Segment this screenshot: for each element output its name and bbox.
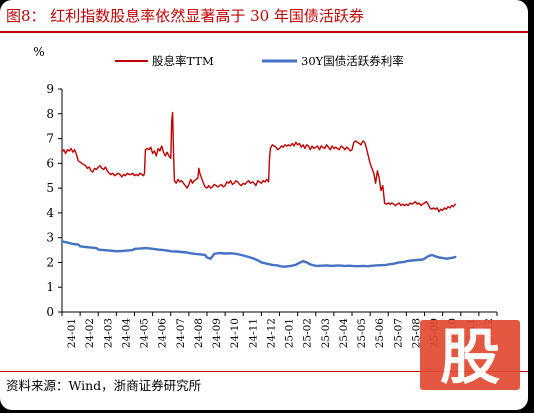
title-rule xyxy=(0,31,528,33)
series-line-dividend-yield xyxy=(61,111,456,213)
y-tick-label: 7 xyxy=(46,132,54,146)
y-tick-label: 6 xyxy=(46,156,54,170)
y-axis: 0 1 2 3 4 5 6 7 8 9 xyxy=(46,82,63,319)
x-tick-label: 24-04 xyxy=(120,318,132,349)
x-tick-label: 24-06 xyxy=(157,318,169,349)
y-tick-label: 4 xyxy=(46,206,54,220)
x-tick-label: 25-06 xyxy=(374,318,386,349)
y-tick-label: 1 xyxy=(46,280,54,294)
y-tick-label: 9 xyxy=(46,82,54,96)
figure-title: 图8： 红利指数股息率依然显著高于 30 年国债活跃券 xyxy=(6,7,364,25)
y-tick-label: 5 xyxy=(46,181,54,195)
x-tick-label: 25-03 xyxy=(320,318,332,348)
x-tick-label: 24-07 xyxy=(175,318,187,348)
x-tick-label: 24-09 xyxy=(211,318,223,348)
legend: 股息率TTM 30Y国债活跃券利率 xyxy=(115,54,404,68)
y-tick-label: 2 xyxy=(46,255,54,269)
x-tick-label: 25-05 xyxy=(356,318,368,348)
x-tick-label: 25-07 xyxy=(392,318,404,348)
watermark-logo: 股 xyxy=(420,320,520,393)
x-tick-label: 24-12 xyxy=(265,318,277,348)
series-layer xyxy=(60,111,457,268)
x-tick-label: 25-04 xyxy=(338,318,350,349)
legend-label-bond: 30Y国债活跃券利率 xyxy=(301,54,404,68)
x-tick-label: 25-02 xyxy=(302,318,314,348)
y-unit-label: % xyxy=(33,45,44,59)
x-tick-label: 24-02 xyxy=(84,318,96,348)
x-tick-label: 25-08 xyxy=(410,318,422,348)
x-tick-label: 25-01 xyxy=(284,318,296,348)
x-tick-label: 24-08 xyxy=(193,318,205,348)
y-tick-label: 0 xyxy=(46,305,54,319)
source-rule xyxy=(0,371,528,372)
x-tick-label: 24-10 xyxy=(229,318,241,348)
source-note: 资料来源：Wind，浙商证券研究所 xyxy=(6,378,202,393)
x-tick-label: 24-01 xyxy=(66,318,78,348)
watermark-glyph: 股 xyxy=(440,323,500,390)
series-line-30y-bond-yield xyxy=(60,240,457,268)
y-tick-label: 3 xyxy=(46,231,54,245)
legend-label-dividend: 股息率TTM xyxy=(152,54,214,68)
x-tick-label: 24-11 xyxy=(247,318,259,348)
y-tick-label: 8 xyxy=(46,107,54,121)
x-tick-label: 24-03 xyxy=(102,318,114,348)
x-tick-label: 24-05 xyxy=(139,318,151,348)
